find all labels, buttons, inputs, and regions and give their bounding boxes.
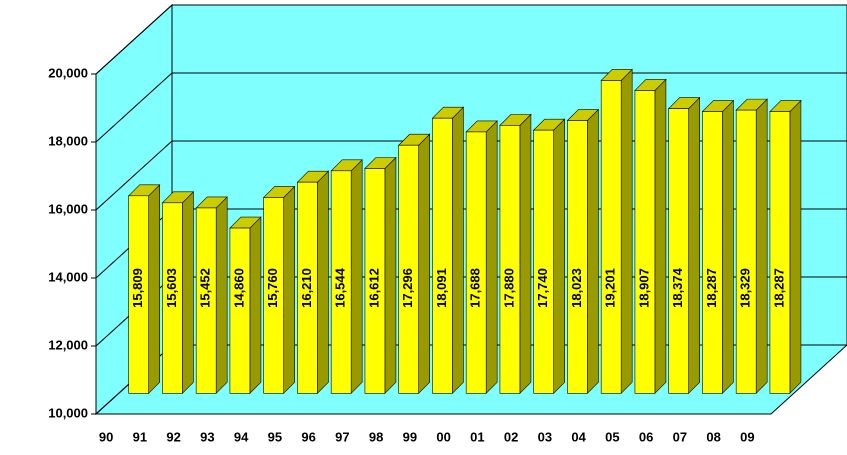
value-label: 15,452	[198, 268, 213, 308]
bar	[769, 111, 791, 394]
bar	[432, 117, 453, 394]
value-label: 15,809	[130, 268, 145, 308]
bar	[162, 202, 183, 394]
value-label: 15,760	[265, 268, 280, 308]
value-label: 17,880	[501, 268, 516, 308]
bar-side	[519, 113, 532, 395]
y-tick-label: 18,000	[48, 133, 88, 148]
y-tick-label: 12,000	[48, 337, 88, 352]
bar	[499, 125, 521, 394]
bar-side	[350, 159, 363, 395]
bar-side	[485, 120, 498, 395]
bar	[195, 207, 217, 394]
value-label: 18,907	[636, 268, 651, 308]
bar-side	[755, 98, 768, 395]
x-tick-label: 96	[301, 429, 315, 444]
bar-side	[249, 216, 262, 395]
x-tick-label: 95	[268, 429, 282, 444]
y-tick-label: 14,000	[48, 269, 88, 284]
x-tick-label: 06	[639, 429, 653, 444]
x-tick-label: 03	[538, 429, 552, 444]
bar	[364, 168, 386, 394]
value-label: 17,296	[400, 268, 415, 308]
x-tick-label: 07	[673, 429, 687, 444]
value-label: 18,329	[738, 268, 753, 308]
bar-side	[148, 184, 160, 395]
y-tick-label: 10,000	[48, 405, 88, 420]
grid-line	[95, 4, 847, 75]
x-tick-label: 01	[470, 429, 484, 444]
x-tick-label: 09	[740, 429, 754, 444]
bar	[465, 131, 487, 394]
value-label: 18,023	[569, 268, 584, 308]
bar-side	[654, 78, 667, 395]
x-tick-label: 04	[571, 429, 586, 444]
bar	[702, 111, 723, 394]
bar	[330, 170, 352, 394]
x-tick-label: 08	[706, 429, 720, 444]
bar	[634, 90, 656, 394]
value-label: 16,544	[333, 267, 348, 308]
x-tick-label: 02	[504, 429, 518, 444]
x-tick-label: 00	[436, 429, 450, 444]
value-label: 19,201	[603, 268, 618, 308]
bar-side	[587, 108, 599, 395]
bar-side	[418, 133, 430, 395]
bar	[263, 197, 284, 394]
bar-side	[283, 185, 295, 395]
bar-side	[620, 68, 633, 395]
bar	[567, 120, 588, 394]
value-label: 17,688	[468, 268, 483, 308]
value-label: 18,287	[704, 268, 719, 308]
bar-side	[553, 118, 565, 395]
bar	[600, 80, 622, 394]
bar	[297, 181, 318, 394]
bar-side	[215, 196, 228, 395]
bar	[735, 109, 757, 394]
x-tick-label: 99	[403, 429, 417, 444]
value-label: 18,287	[771, 268, 786, 308]
bar-side	[722, 99, 734, 395]
y-tick-label: 16,000	[48, 201, 88, 216]
bar-side	[384, 156, 397, 395]
x-tick-label: 91	[133, 429, 147, 444]
bar	[398, 144, 419, 394]
bar	[229, 227, 251, 394]
bar-side	[688, 96, 700, 395]
x-tick-label: 90	[99, 429, 113, 444]
value-label: 17,740	[535, 268, 550, 308]
bar-side	[317, 170, 329, 395]
x-tick-label: 05	[605, 429, 619, 444]
bar-side	[452, 106, 464, 395]
value-label: 18,091	[434, 268, 449, 308]
bar	[668, 108, 689, 394]
bar-side	[789, 99, 802, 395]
y-tick-label: 20,000	[48, 65, 88, 80]
x-tick-label: 97	[335, 429, 349, 444]
value-label: 16,210	[299, 268, 314, 308]
value-label: 14,860	[231, 268, 246, 308]
bar	[128, 195, 149, 394]
value-label: 15,603	[164, 268, 179, 308]
x-tick-label: 98	[369, 429, 383, 444]
x-tick-label: 94	[234, 429, 249, 444]
bar	[533, 129, 554, 394]
value-label: 18,374	[670, 267, 685, 308]
x-tick-label: 92	[166, 429, 180, 444]
bar-side	[182, 191, 194, 395]
value-label: 16,612	[366, 268, 381, 308]
x-tick-label: 93	[200, 429, 214, 444]
